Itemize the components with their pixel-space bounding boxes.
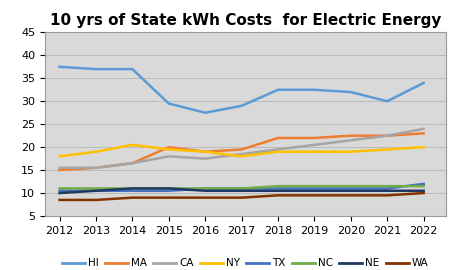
Title: 10 yrs of State kWh Costs  for Electric Energy: 10 yrs of State kWh Costs for Electric E… [50, 14, 441, 28]
Legend: HI, MA, CA, NY, TX, NC, NE, WA: HI, MA, CA, NY, TX, NC, NE, WA [58, 254, 433, 270]
